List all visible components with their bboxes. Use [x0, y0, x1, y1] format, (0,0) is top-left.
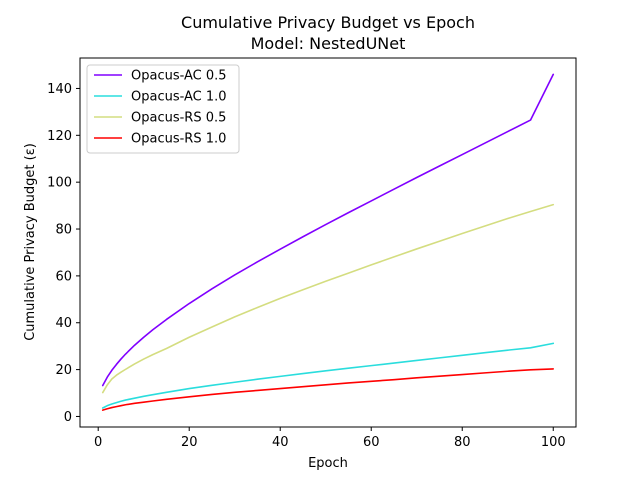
plot-lines	[101, 73, 555, 411]
series-line-1	[101, 73, 555, 387]
legend-items: Opacus-AC 0.5 Opacus-AC 1.0 Opacus-RS 0.5 O…	[94, 69, 227, 147]
x-axis-ticks: 0 20 40 60 80 100	[94, 427, 566, 450]
x-tick-label: 0	[94, 435, 102, 450]
x-axis-label: Epoch	[308, 456, 348, 471]
x-tick-label: 60	[363, 435, 380, 450]
chart-subtitle: Model: NestedUNet	[251, 34, 406, 53]
y-axis-label: Cumulative Privacy Budget (ε)	[23, 143, 38, 341]
legend-label: Opacus-RS 1.0	[131, 132, 226, 147]
y-tick-label: 60	[55, 269, 72, 284]
plot-frame	[79, 57, 577, 428]
legend-label: Opacus-AC 0.5	[131, 69, 227, 84]
y-tick-label: 80	[55, 223, 72, 238]
x-tick-label: 100	[541, 435, 566, 450]
y-tick-label: 120	[47, 129, 72, 144]
legend: Opacus-AC 0.5 Opacus-AC 1.0 Opacus-RS 0.5 O…	[86, 64, 240, 154]
y-tick-label: 0	[64, 410, 72, 425]
legend-box	[86, 64, 240, 154]
chart-title: Cumulative Privacy Budget vs Epoch	[181, 13, 475, 32]
y-axis-ticks: 0 20 40 60 80 100 120 140	[47, 82, 80, 425]
series-line-4	[101, 368, 555, 411]
y-tick-label: 40	[55, 316, 72, 331]
y-tick-label: 140	[47, 82, 72, 97]
x-tick-label: 20	[181, 435, 198, 450]
y-tick-label: 100	[47, 176, 72, 191]
x-tick-label: 80	[454, 435, 471, 450]
y-tick-label: 20	[55, 363, 72, 378]
series-line-2	[101, 342, 555, 409]
x-tick-label: 40	[272, 435, 289, 450]
series-line-3	[101, 203, 555, 394]
legend-label: Opacus-AC 1.0	[131, 90, 227, 105]
legend-label: Opacus-RS 0.5	[131, 111, 226, 126]
